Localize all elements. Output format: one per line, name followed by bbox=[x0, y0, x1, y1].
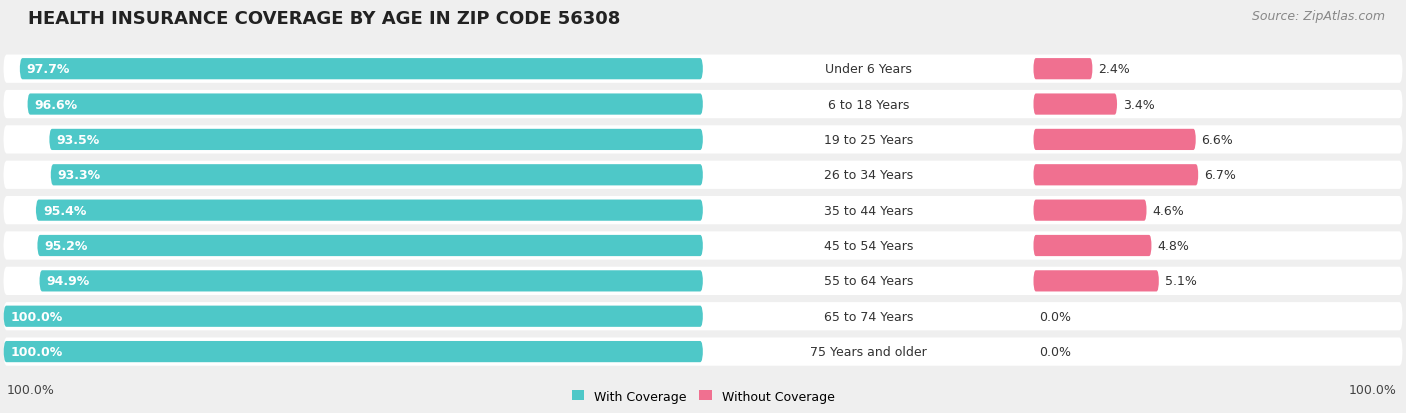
Text: 93.5%: 93.5% bbox=[56, 133, 100, 147]
Text: 0.0%: 0.0% bbox=[1039, 345, 1071, 358]
FancyBboxPatch shape bbox=[20, 59, 703, 80]
Text: Under 6 Years: Under 6 Years bbox=[825, 63, 911, 76]
FancyBboxPatch shape bbox=[1033, 235, 1152, 256]
Legend: With Coverage, Without Coverage: With Coverage, Without Coverage bbox=[567, 385, 839, 408]
Text: 95.4%: 95.4% bbox=[42, 204, 86, 217]
Text: 6.6%: 6.6% bbox=[1202, 133, 1233, 147]
Text: 93.3%: 93.3% bbox=[58, 169, 101, 182]
Text: 94.9%: 94.9% bbox=[46, 275, 90, 288]
Text: 55 to 64 Years: 55 to 64 Years bbox=[824, 275, 912, 288]
FancyBboxPatch shape bbox=[3, 232, 1403, 260]
FancyBboxPatch shape bbox=[37, 235, 703, 256]
FancyBboxPatch shape bbox=[1033, 59, 1092, 80]
FancyBboxPatch shape bbox=[49, 130, 703, 151]
Text: 97.7%: 97.7% bbox=[27, 63, 70, 76]
FancyBboxPatch shape bbox=[35, 200, 703, 221]
FancyBboxPatch shape bbox=[39, 271, 703, 292]
Text: 5.1%: 5.1% bbox=[1164, 275, 1197, 288]
Text: Source: ZipAtlas.com: Source: ZipAtlas.com bbox=[1251, 10, 1385, 23]
Text: 65 to 74 Years: 65 to 74 Years bbox=[824, 310, 912, 323]
FancyBboxPatch shape bbox=[1033, 165, 1198, 186]
Text: 75 Years and older: 75 Years and older bbox=[810, 345, 927, 358]
Text: 4.8%: 4.8% bbox=[1157, 240, 1189, 252]
Text: 35 to 44 Years: 35 to 44 Years bbox=[824, 204, 912, 217]
FancyBboxPatch shape bbox=[1033, 94, 1118, 115]
Text: 100.0%: 100.0% bbox=[7, 384, 55, 396]
FancyBboxPatch shape bbox=[1033, 200, 1147, 221]
FancyBboxPatch shape bbox=[1033, 271, 1159, 292]
Text: 3.4%: 3.4% bbox=[1123, 98, 1154, 111]
Text: 0.0%: 0.0% bbox=[1039, 310, 1071, 323]
Text: 2.4%: 2.4% bbox=[1098, 63, 1130, 76]
Text: 19 to 25 Years: 19 to 25 Years bbox=[824, 133, 912, 147]
Text: 6.7%: 6.7% bbox=[1204, 169, 1236, 182]
FancyBboxPatch shape bbox=[3, 338, 1403, 366]
Text: 100.0%: 100.0% bbox=[11, 310, 63, 323]
FancyBboxPatch shape bbox=[3, 91, 1403, 119]
FancyBboxPatch shape bbox=[3, 55, 1403, 84]
FancyBboxPatch shape bbox=[3, 126, 1403, 154]
FancyBboxPatch shape bbox=[3, 302, 1403, 330]
Text: 26 to 34 Years: 26 to 34 Years bbox=[824, 169, 912, 182]
FancyBboxPatch shape bbox=[51, 165, 703, 186]
Text: 96.6%: 96.6% bbox=[35, 98, 77, 111]
Text: 6 to 18 Years: 6 to 18 Years bbox=[828, 98, 908, 111]
FancyBboxPatch shape bbox=[3, 161, 1403, 190]
FancyBboxPatch shape bbox=[3, 197, 1403, 225]
Text: 100.0%: 100.0% bbox=[1348, 384, 1396, 396]
Text: 4.6%: 4.6% bbox=[1153, 204, 1184, 217]
Text: 95.2%: 95.2% bbox=[44, 240, 87, 252]
Text: 100.0%: 100.0% bbox=[11, 345, 63, 358]
FancyBboxPatch shape bbox=[3, 306, 703, 327]
Text: 45 to 54 Years: 45 to 54 Years bbox=[824, 240, 912, 252]
FancyBboxPatch shape bbox=[3, 267, 1403, 295]
FancyBboxPatch shape bbox=[3, 341, 703, 362]
FancyBboxPatch shape bbox=[28, 94, 703, 115]
Text: HEALTH INSURANCE COVERAGE BY AGE IN ZIP CODE 56308: HEALTH INSURANCE COVERAGE BY AGE IN ZIP … bbox=[28, 10, 620, 28]
FancyBboxPatch shape bbox=[1033, 130, 1197, 151]
